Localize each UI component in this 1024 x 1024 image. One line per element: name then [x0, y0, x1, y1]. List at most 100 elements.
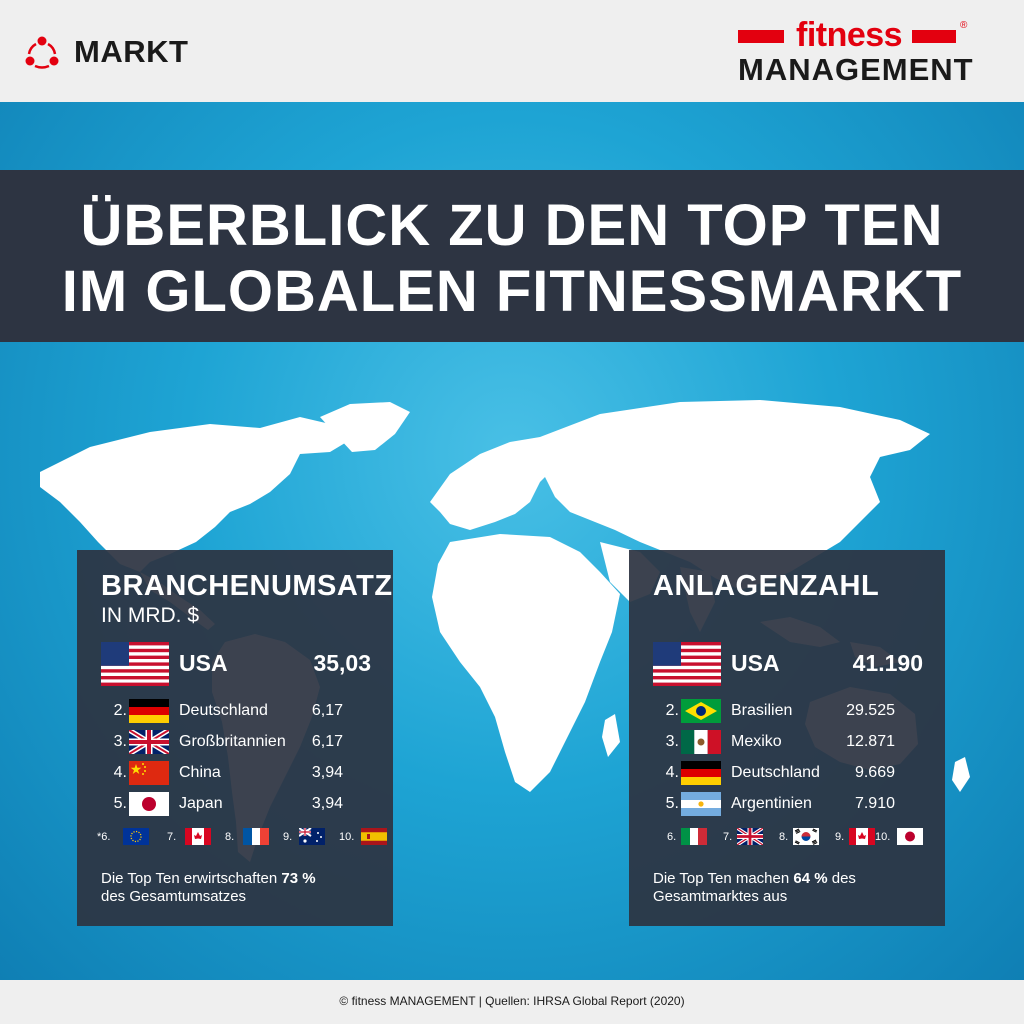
rank: *6. — [97, 831, 111, 843]
brand-logo: fitness ® MANAGEMENT — [738, 16, 973, 88]
top-country-value: 41.190 — [852, 650, 923, 676]
small-rank-item: 9. — [835, 826, 885, 848]
footnote-percent: 73 % — [281, 870, 316, 887]
panel-title: ANLAGENZAHL — [653, 570, 880, 602]
rank: 5. — [665, 795, 679, 812]
title-line-2: IM GLOBALEN FITNESSMARKT — [61, 259, 963, 324]
revenue-panel: BRANCHENUMSATZ IN MRD. $ USA 35,03 2. De… — [77, 550, 393, 926]
brand-fitness: fitness — [796, 16, 903, 54]
panel-subtitle: IN MRD. $ — [101, 604, 200, 627]
korea-flag-icon — [793, 828, 819, 845]
small-rank-item: 9. — [283, 826, 333, 848]
country-value: 6,17 — [311, 733, 343, 750]
mexico-flag-icon — [681, 730, 721, 754]
rank: 4. — [113, 764, 127, 781]
germany-flag-icon — [129, 699, 169, 723]
list-item: 3. Mexiko 12.871 — [653, 727, 923, 757]
top-country-row: USA 35,03 — [101, 642, 371, 692]
brand-management: MANAGEMENT — [738, 52, 974, 87]
footnote-percent: 64 % — [793, 870, 828, 887]
footnote-text: Die Top Ten machen — [653, 870, 794, 887]
country-name: Mexiko — [731, 733, 782, 750]
small-rank-item: 8. — [225, 826, 275, 848]
footnote-text: Die Top Ten erwirtschaften — [101, 870, 282, 887]
ranks-6-10: 6. 7. 8. 9. 10. — [649, 826, 929, 852]
brand-bar-right — [912, 30, 956, 43]
panel-footnote: Die Top Ten machen 64 % des Gesamtmarkte… — [653, 870, 923, 906]
rank: 9. — [283, 831, 293, 843]
rank: 3. — [665, 733, 679, 750]
footer-bar: © fitness MANAGEMENT | Quellen: IHRSA Gl… — [0, 980, 1024, 1024]
facilities-panel: ANLAGENZAHL USA 41.190 2. Brasilien 29.5… — [629, 550, 945, 926]
title-banner: ÜBERBLICK ZU DEN TOP TEN IM GLOBALEN FIT… — [0, 170, 1024, 342]
rank: 5. — [113, 795, 127, 812]
rank: 10. — [875, 831, 891, 843]
footnote-text-mid: des — [827, 870, 856, 887]
argentina-flag-icon — [681, 792, 721, 816]
top-country-value: 35,03 — [313, 650, 371, 676]
small-rank-item: 7. — [167, 826, 217, 848]
list-item: 5. Japan 3,94 — [101, 789, 371, 819]
japan-flag-icon — [897, 828, 923, 845]
country-name: Brasilien — [731, 702, 793, 719]
country-value: 9.669 — [854, 764, 895, 781]
country-name: Deutschland — [731, 764, 820, 781]
us-flag-icon — [101, 642, 169, 686]
country-name: Großbritannien — [179, 733, 286, 750]
uk-flag-icon — [129, 730, 169, 754]
country-name: China — [179, 764, 221, 781]
small-rank-item: 10. — [875, 826, 935, 848]
country-value: 12.871 — [846, 733, 895, 750]
us-flag-icon — [653, 642, 721, 686]
list-item: 4. China 3,94 — [101, 758, 371, 788]
rank: 10. — [339, 831, 355, 843]
top-country-name: USA — [731, 650, 780, 676]
canada-flag-icon — [185, 828, 211, 845]
list-item: 2. Brasilien 29.525 — [653, 696, 923, 726]
brand-bar-left — [738, 30, 784, 43]
country-name: Japan — [179, 795, 223, 812]
rank: 4. — [665, 764, 679, 781]
small-rank-item: 10. — [339, 826, 395, 848]
top-country-row: USA 41.190 — [653, 642, 923, 692]
germany-flag-icon — [681, 761, 721, 785]
people-network-icon — [24, 34, 60, 70]
canada-flag-icon — [849, 828, 875, 845]
list-item: 2. Deutschland 6,17 — [101, 696, 371, 726]
small-rank-item: 8. — [779, 826, 829, 848]
brand-registered: ® — [960, 20, 968, 31]
footnote-text-2: Gesamtmarktes aus — [653, 888, 788, 905]
country-value: 3,94 — [311, 795, 343, 812]
rank: 8. — [779, 831, 789, 843]
france-flag-icon — [243, 828, 269, 845]
country-value: 29.525 — [846, 702, 895, 719]
small-rank-item: *6. — [97, 826, 153, 848]
country-value: 3,94 — [311, 764, 343, 781]
rank: 3. — [113, 733, 127, 750]
ranks-6-10: *6. 7. 8. 9. 10. — [97, 826, 387, 852]
japan-flag-icon — [129, 792, 169, 816]
header-bar: MARKT fitness ® MANAGEMENT — [0, 0, 1024, 102]
country-name: Deutschland — [179, 702, 268, 719]
section-logo: MARKT — [24, 34, 188, 70]
rank: 8. — [225, 831, 235, 843]
rank: 7. — [723, 831, 733, 843]
title-line-1: ÜBERBLICK ZU DEN TOP TEN — [80, 193, 944, 258]
country-value: 6,17 — [311, 702, 343, 719]
panel-title: BRANCHENUMSATZ — [101, 570, 393, 602]
rank: 6. — [667, 831, 677, 843]
australia-flag-icon — [299, 828, 325, 845]
panel-footnote: Die Top Ten erwirtschaften 73 % des Gesa… — [101, 870, 371, 906]
spain-flag-icon — [361, 828, 387, 845]
rank: 2. — [113, 702, 127, 719]
country-name: Argentinien — [731, 795, 812, 812]
list-item: 3. Großbritannien 6,17 — [101, 727, 371, 757]
source-credit: © fitness MANAGEMENT | Quellen: IHRSA Gl… — [339, 994, 685, 1008]
italy-flag-icon — [681, 828, 707, 845]
country-value: 7.910 — [854, 795, 895, 812]
eu-flag-icon — [123, 828, 149, 845]
list-item: 5. Argentinien 7.910 — [653, 789, 923, 819]
rank: 2. — [665, 702, 679, 719]
top-country-name: USA — [179, 650, 228, 676]
brazil-flag-icon — [681, 699, 721, 723]
